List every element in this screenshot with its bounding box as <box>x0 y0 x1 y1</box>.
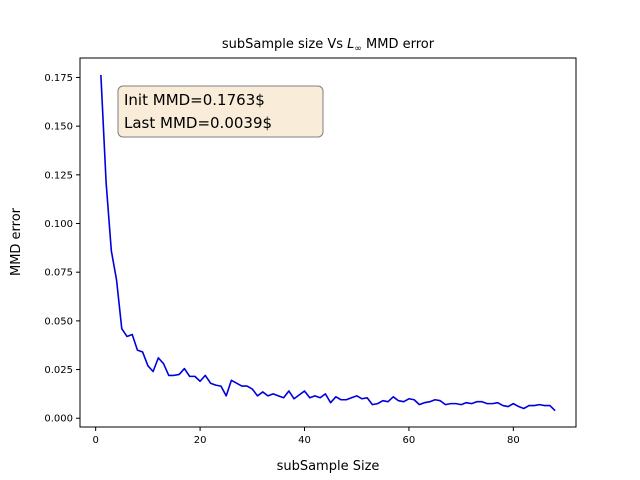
series-layer <box>100 74 556 412</box>
x-tick-label: 0 <box>92 435 98 446</box>
x-tick-label: 60 <box>403 435 416 446</box>
x-tick-label: 40 <box>298 435 311 446</box>
annotation-box: Init MMD=0.1763$ Last MMD=0.0039$ <box>117 85 324 138</box>
y-axis-ticks: 0.000 0.025 0.050 0.075 0.100 0.125 0.150 0.175 <box>44 73 80 425</box>
chart-title-italic: L <box>347 37 354 52</box>
chart-title: subSample size Vs L∞ MMD error <box>222 37 435 54</box>
y-tick-label: 0.125 <box>44 170 73 181</box>
annotation-line-init: Init MMD=0.1763$ <box>124 91 265 109</box>
y-tick-label: 0.100 <box>44 219 73 230</box>
annotation-line-last: Last MMD=0.0039$ <box>124 114 272 132</box>
y-tick-label: 0.175 <box>44 73 73 84</box>
y-tick-label: 0.150 <box>44 122 73 133</box>
x-axis-ticks: 0 20 40 60 80 <box>92 427 520 446</box>
y-tick-label: 0.050 <box>44 316 73 327</box>
chart-title-subscript: ∞ <box>354 44 362 54</box>
x-axis-title: subSample Size <box>277 459 380 474</box>
x-tick-label: 20 <box>194 435 207 446</box>
annotation-background <box>117 85 324 138</box>
y-axis-title: MMD error <box>9 207 24 276</box>
chart-title-prefix: subSample size Vs <box>222 37 347 52</box>
y-tick-label: 0.000 <box>44 414 73 425</box>
y-tick-label: 0.025 <box>44 365 73 376</box>
series-line <box>100 74 556 412</box>
y-tick-label: 0.075 <box>44 268 73 279</box>
chart-title-suffix: MMD error <box>362 37 435 52</box>
x-tick-label: 80 <box>507 435 520 446</box>
plot-frame <box>79 57 577 428</box>
